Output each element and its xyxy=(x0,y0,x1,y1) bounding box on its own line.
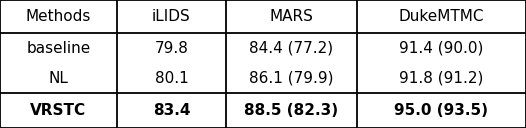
Text: DukeMTMC: DukeMTMC xyxy=(399,9,484,24)
Text: 79.8: 79.8 xyxy=(155,41,188,56)
Text: Methods: Methods xyxy=(26,9,91,24)
Text: 95.0 (93.5): 95.0 (93.5) xyxy=(394,103,488,118)
Text: NL: NL xyxy=(48,71,68,86)
Text: baseline: baseline xyxy=(26,41,90,56)
Text: 91.8 (91.2): 91.8 (91.2) xyxy=(399,71,483,86)
Text: 83.4: 83.4 xyxy=(153,103,190,118)
Text: MARS: MARS xyxy=(269,9,313,24)
Text: 80.1: 80.1 xyxy=(155,71,188,86)
Text: 86.1 (79.9): 86.1 (79.9) xyxy=(249,71,333,86)
Text: VRSTC: VRSTC xyxy=(31,103,86,118)
Text: 91.4 (90.0): 91.4 (90.0) xyxy=(399,41,483,56)
Text: iLIDS: iLIDS xyxy=(152,9,191,24)
Text: 84.4 (77.2): 84.4 (77.2) xyxy=(249,41,333,56)
Text: 88.5 (82.3): 88.5 (82.3) xyxy=(245,103,338,118)
